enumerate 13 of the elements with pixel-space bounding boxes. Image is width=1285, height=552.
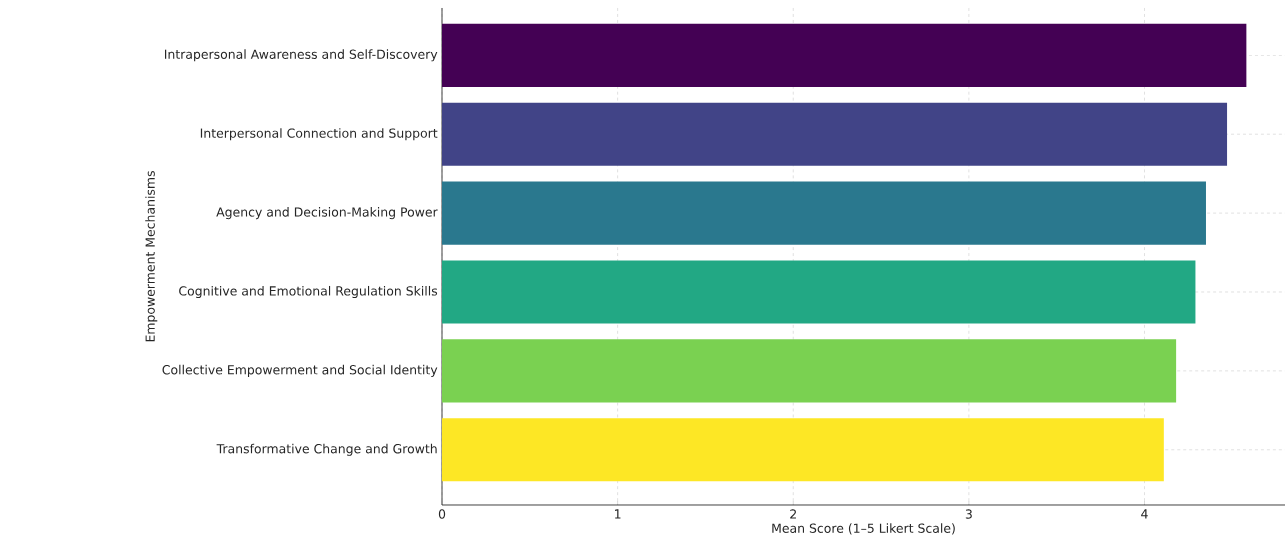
y-tick-label: Interpersonal Connection and Support (200, 128, 438, 141)
x-tick-label: 1 (615, 509, 621, 519)
x-tick-label: 0 (438, 509, 446, 519)
x-tick-label: 2 (790, 509, 796, 519)
x-tick-label: 4 (1141, 509, 1148, 519)
y-tick-label: Cognitive and Emotional Regulation Skills (179, 285, 438, 299)
y-tick-label: Intrapersonal Awareness and Self-Discovery (164, 49, 438, 62)
y-tick-label: Transformative Change and Growth (216, 443, 437, 456)
y-axis-title: Empowerment Mechanisms (145, 171, 158, 342)
x-tick-label: 3 (965, 509, 972, 519)
x-axis-title: Mean Score (1–5 Likert Scale) (772, 523, 955, 535)
y-tick-label: Collective Empowerment and Social Identity (162, 364, 438, 377)
y-tick-label: Agency and Decision-Making Power (216, 207, 438, 220)
